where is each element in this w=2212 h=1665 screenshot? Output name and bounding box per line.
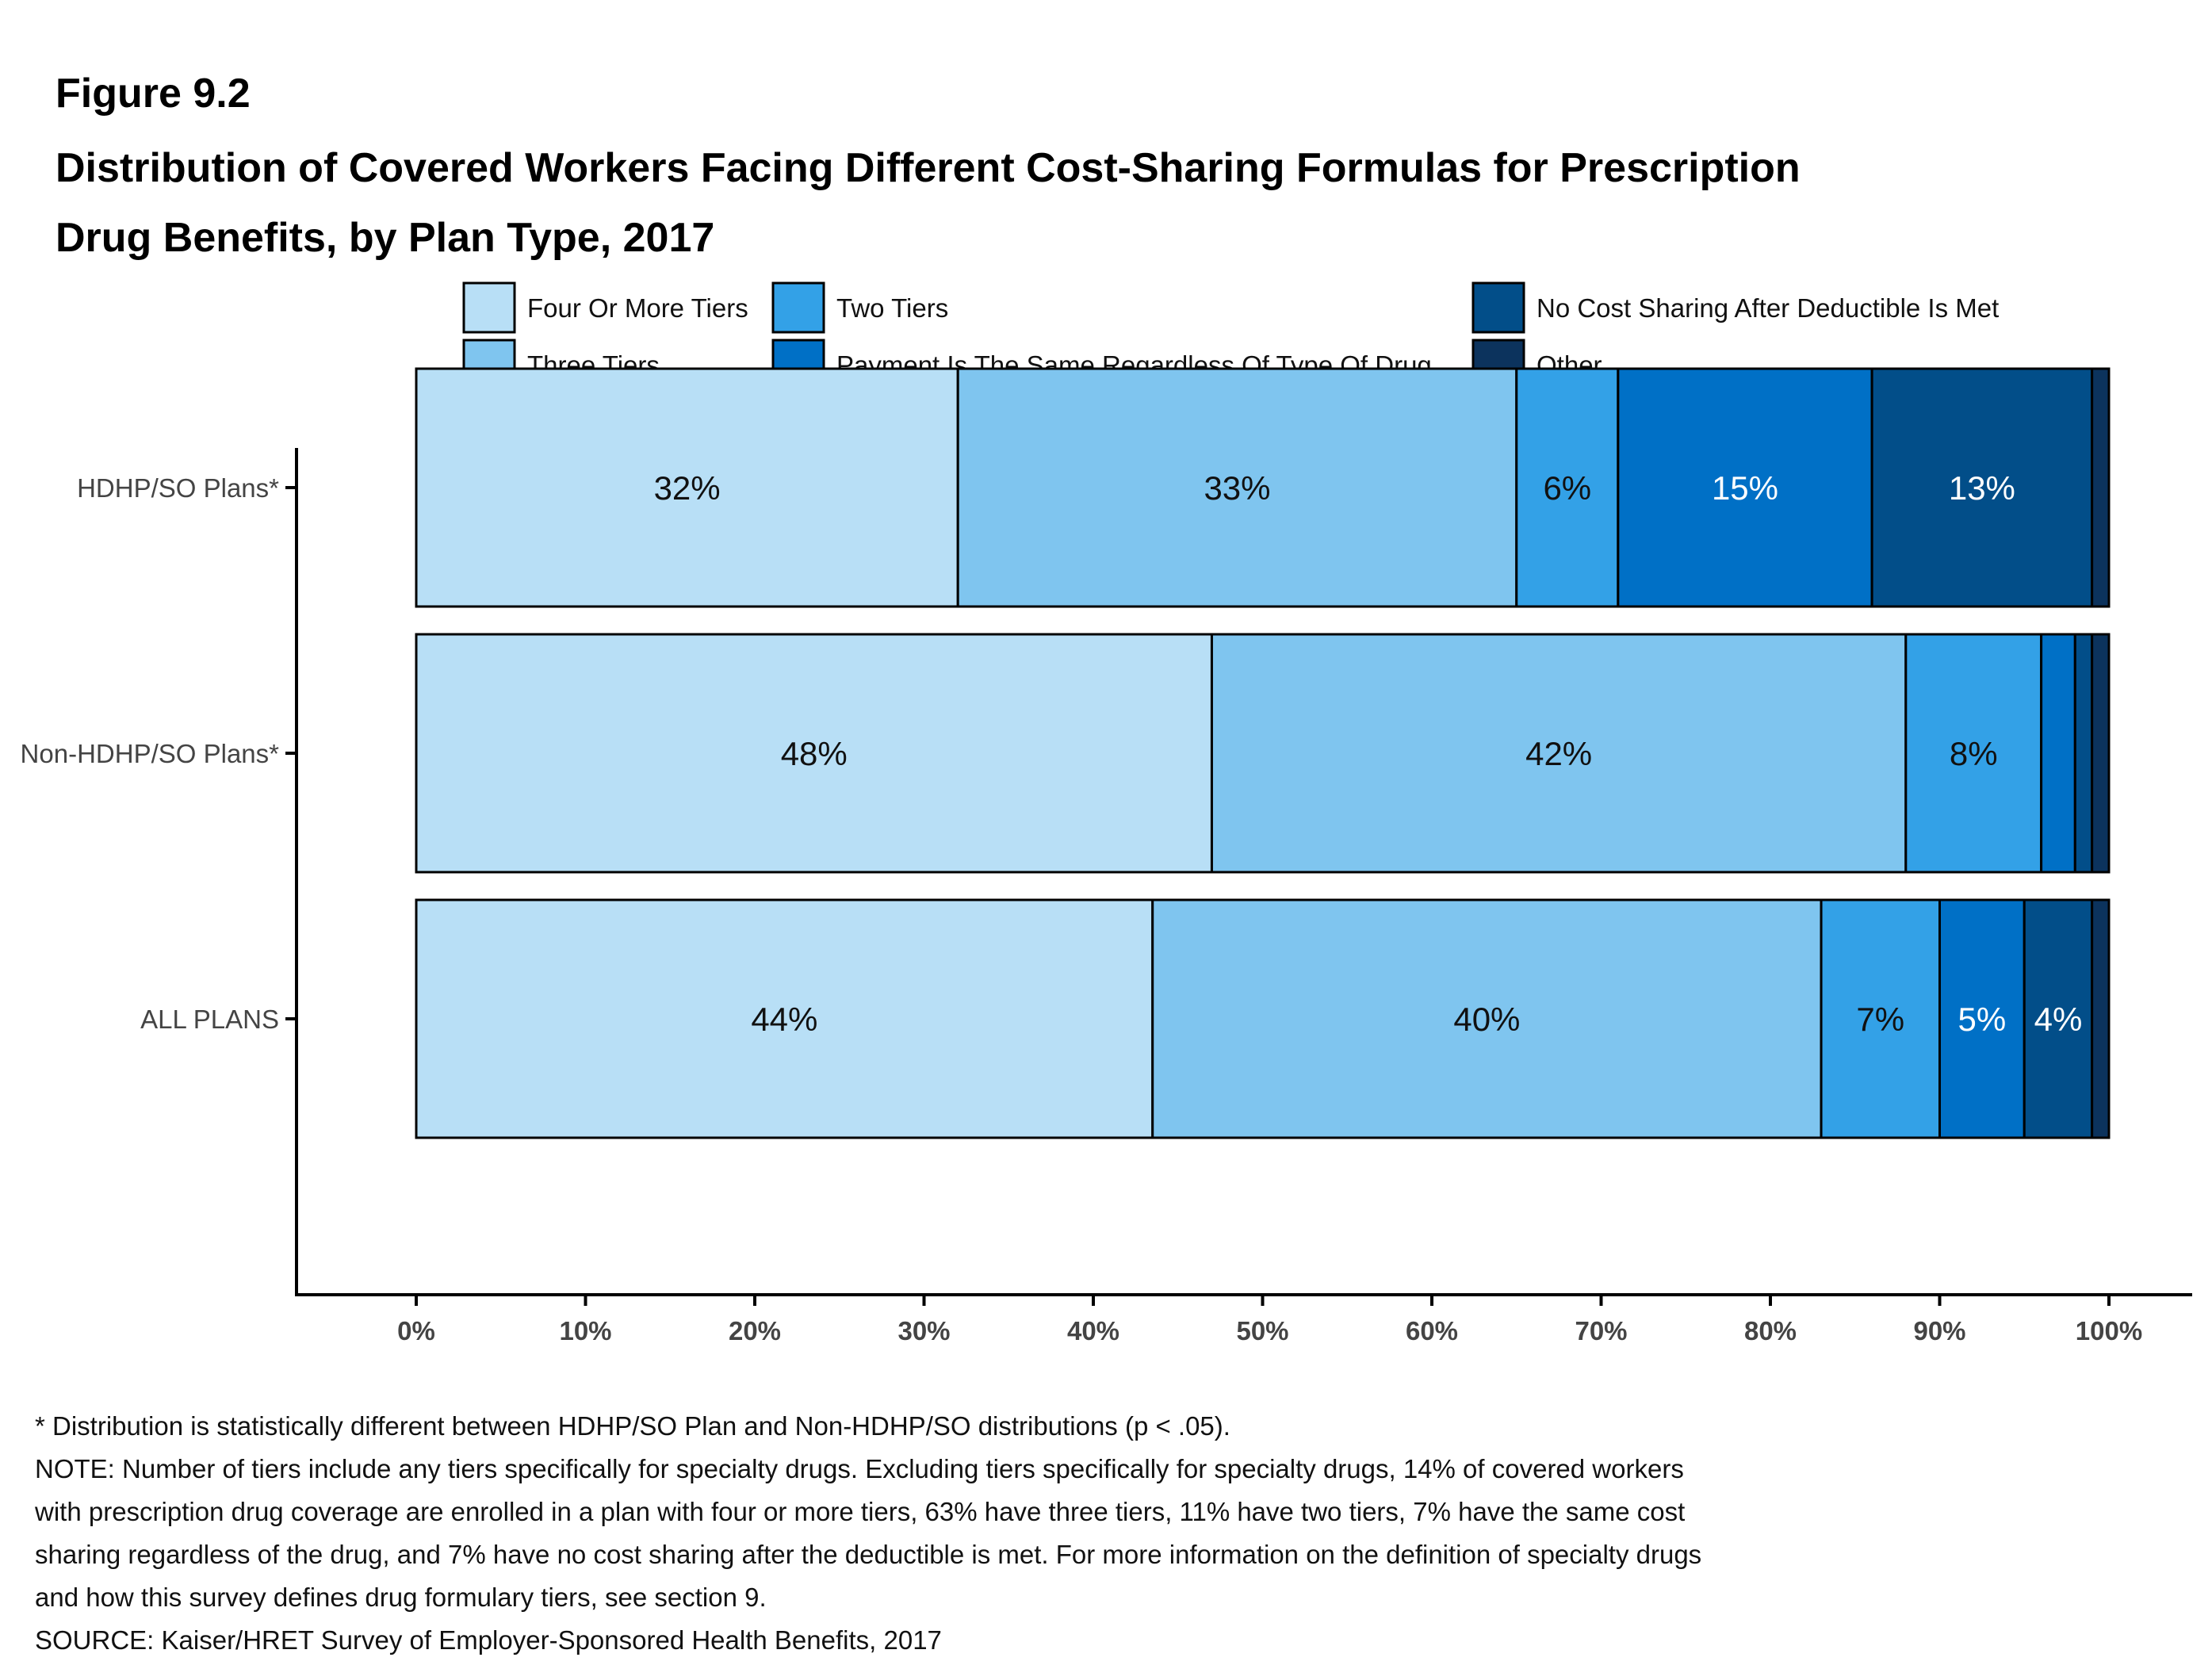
legend-label-two-tiers: Two Tiers [836, 293, 948, 323]
data-label-non-hdhp-so-plans-two-tiers: 8% [1950, 735, 1998, 772]
legend-swatch-no-cost-sharing-after-deductible-is-met [1471, 281, 1525, 334]
x-tick-label-70: 70% [1575, 1316, 1627, 1345]
footnote-note-4: and how this survey defines drug formula… [35, 1583, 767, 1612]
x-tick-label-40: 40% [1067, 1316, 1119, 1345]
bar-hdhp-so-plans-four-or-more-tiers [415, 367, 959, 608]
axes: HDHP/SO Plans* Non-HDHP/SO Plans* ALL PLAN… [21, 448, 2192, 1345]
bar-hdhp-so-plans-two-tiers [1515, 367, 1620, 608]
bar-hdhp-so-plans-no-cost-sharing-after-deductible-is-met [1870, 367, 2094, 608]
chart-title-line-2: Drug Benefits, by Plan Type, 2017 [55, 215, 715, 261]
data-label-all-plans-payment-is-the-same-regardless-of-type-of-drug: 5% [1958, 1001, 2007, 1038]
bar-all-plans-payment-is-the-same-regardless-of-type-of-drug [1938, 898, 2026, 1139]
data-label-hdhp-so-plans-payment-is-the-same-regardless-of-type-of-drug: 15% [1712, 469, 1778, 507]
footnote-note-1: NOTE: Number of tiers include any tiers … [35, 1454, 1684, 1483]
y-tick-label-all-plans: ALL PLANS [140, 1005, 279, 1034]
bar-non-hdhp-so-plans-two-tiers [1904, 633, 2043, 874]
data-label-hdhp-so-plans-three-tiers: 33% [1204, 469, 1270, 507]
bar-non-hdhp-so-plans-no-cost-sharing-after-deductible-is-met [2073, 633, 2094, 874]
bar-hdhp-so-plans-payment-is-the-same-regardless-of-type-of-drug [1617, 367, 1873, 608]
bar-non-hdhp-so-plans-three-tiers [1210, 633, 1908, 874]
bar-hdhp-so-plans-other [2091, 367, 2111, 608]
x-tick-label-0: 0% [397, 1316, 435, 1345]
legend-label-four-or-more-tiers: Four Or More Tiers [527, 293, 748, 323]
footnotes: * Distribution is statistically differen… [35, 1405, 2176, 1662]
data-label-all-plans-no-cost-sharing-after-deductible-is-met: 4% [2034, 1001, 2083, 1038]
bar-all-plans-four-or-more-tiers [415, 898, 1154, 1139]
x-tick-label-80: 80% [1744, 1316, 1797, 1345]
bar-all-plans-three-tiers [1151, 898, 1823, 1139]
bar-non-hdhp-so-plans-other [2091, 633, 2111, 874]
data-label-all-plans-two-tiers: 7% [1856, 1001, 1904, 1038]
y-tick-label-hdhp-so-plans: HDHP/SO Plans* [77, 473, 279, 503]
footnote-note-3: sharing regardless of the drug, and 7% h… [35, 1540, 1702, 1569]
data-label-non-hdhp-so-plans-four-or-more-tiers: 48% [781, 735, 848, 772]
bars: 32% 33% 6% 15% 13% 48% 42% 8% 44% 40% 7% 5% 4% [415, 367, 2111, 1139]
footnote-significance: * Distribution is statistically differen… [35, 1411, 1230, 1441]
data-label-hdhp-so-plans-two-tiers: 6% [1543, 469, 1591, 507]
x-tick-label-10: 10% [559, 1316, 611, 1345]
x-tick-label-90: 90% [1913, 1316, 1965, 1345]
data-label-all-plans-three-tiers: 40% [1453, 1001, 1520, 1038]
legend-swatch-two-tiers [771, 281, 825, 334]
figure-label: Figure 9.2 [55, 71, 251, 117]
x-tick-label-30: 30% [897, 1316, 950, 1345]
footnote-note-2: with prescription drug coverage are enro… [35, 1497, 1686, 1526]
footnote-source: SOURCE: Kaiser/HRET Survey of Employer-S… [35, 1625, 942, 1655]
chart-title-line-1: Distribution of Covered Workers Facing D… [55, 145, 1801, 191]
x-tick-label-50: 50% [1236, 1316, 1288, 1345]
x-tick-label-60: 60% [1406, 1316, 1458, 1345]
data-label-hdhp-so-plans-four-or-more-tiers: 32% [654, 469, 721, 507]
chart-title: Distribution of Covered Workers Facing D… [55, 133, 2038, 273]
bar-non-hdhp-so-plans-payment-is-the-same-regardless-of-type-of-drug [2040, 633, 2076, 874]
legend-swatch-four-or-more-tiers [462, 281, 516, 334]
data-label-all-plans-four-or-more-tiers: 44% [751, 1001, 817, 1038]
bar-hdhp-so-plans-three-tiers [956, 367, 1518, 608]
data-label-hdhp-so-plans-no-cost-sharing-after-deductible-is-met: 13% [1949, 469, 2015, 507]
y-tick-label-non-hdhp-so-plans: Non-HDHP/SO Plans* [21, 739, 280, 768]
legend-label-no-cost-sharing-after-deductible-is-met: No Cost Sharing After Deductible Is Met [1537, 293, 1999, 323]
data-label-non-hdhp-so-plans-three-tiers: 42% [1525, 735, 1592, 772]
bar-all-plans-other [2091, 898, 2111, 1139]
bar-all-plans-two-tiers [1820, 898, 1942, 1139]
x-tick-label-100: 100% [2076, 1316, 2142, 1345]
bar-non-hdhp-so-plans-four-or-more-tiers [415, 633, 1213, 874]
x-tick-label-20: 20% [729, 1316, 781, 1345]
